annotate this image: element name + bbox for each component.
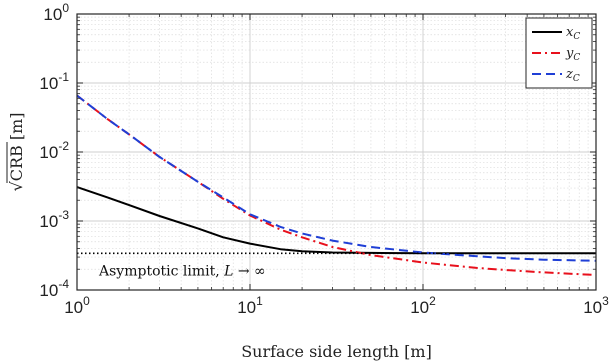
legend-label-subscript: C [573, 32, 580, 42]
y-tick-exponent: -3 [58, 208, 69, 222]
legend-label-x: xC [566, 25, 580, 42]
y-tick-label: 10-1 [39, 70, 69, 93]
legend-label-y: yC [565, 46, 580, 63]
annotation-variable: L [223, 263, 233, 279]
legend-label-subscript: C [573, 74, 580, 84]
y-tick-base: 10 [39, 74, 58, 93]
x-tick-exponent: 2 [429, 294, 436, 308]
series-line-y [76, 94, 597, 276]
x-tick-label: 102 [410, 294, 436, 317]
legend-label-name: x [566, 25, 574, 40]
y-tick-label: 10-3 [39, 208, 69, 231]
legend-label-subscript: C [573, 53, 580, 63]
legend-label-name: z [565, 67, 573, 82]
ticks [76, 13, 597, 291]
x-axis-label: Surface side length [m] [241, 342, 432, 361]
y-tick-label: 10-2 [39, 139, 69, 162]
annotation-text: Asymptotic limit, [98, 263, 224, 279]
y-tick-exponent: -2 [58, 139, 69, 153]
x-tick-exponent: 1 [256, 294, 263, 308]
x-tick-base: 10 [64, 298, 83, 317]
y-tick-label: 100 [43, 1, 69, 24]
asymptotic-limit-annotation: Asymptotic limit, L → ∞ [98, 263, 266, 279]
grid [76, 13, 597, 291]
y-tick-exponent: 0 [62, 1, 69, 15]
legend-label-z: zC [565, 67, 580, 84]
x-tick-base: 10 [237, 298, 256, 317]
y-tick-exponent: -4 [58, 277, 69, 291]
series-line-z [76, 94, 597, 262]
x-tick-exponent: 0 [83, 294, 90, 308]
y-tick-base: 10 [43, 5, 62, 24]
x-tick-label: 101 [237, 294, 263, 317]
x-tick-label: 103 [583, 294, 609, 317]
y-tick-base: 10 [39, 143, 58, 162]
x-tick-base: 10 [410, 298, 429, 317]
legend-label-name: y [565, 46, 574, 61]
x-tick-label: 100 [64, 294, 90, 317]
y-tick-exponent: -1 [58, 70, 69, 84]
y-tick-base: 10 [39, 212, 58, 231]
y-tick-label: 10-4 [39, 277, 69, 300]
x-tick-exponent: 3 [602, 294, 609, 308]
annotation-arrow: → ∞ [238, 263, 266, 279]
y-tick-base: 10 [39, 281, 58, 300]
y-axis-label: √CRB [m] [7, 113, 26, 192]
x-tick-base: 10 [583, 298, 602, 317]
